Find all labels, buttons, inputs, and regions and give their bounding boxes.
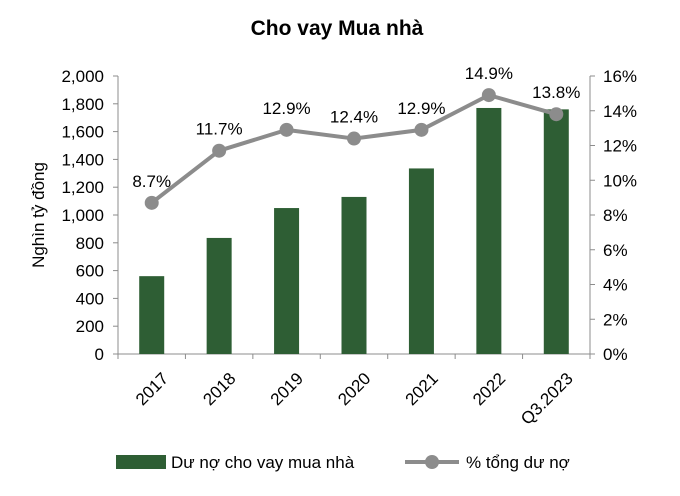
- left-tick-label: 2,000: [61, 67, 104, 86]
- left-tick-label: 1,600: [61, 123, 104, 142]
- x-tick-label: 2019: [267, 369, 307, 409]
- bar: [341, 196, 367, 354]
- bar: [543, 109, 569, 354]
- data-label: 11.7%: [196, 120, 243, 139]
- line-point: [279, 122, 294, 137]
- data-label: 12.9%: [262, 99, 310, 118]
- left-tick-label: 600: [76, 262, 104, 281]
- right-tick-label: 16%: [603, 67, 637, 86]
- left-tick-label: 1,800: [61, 95, 104, 114]
- x-tick-label: 2018: [199, 369, 239, 409]
- x-tick-label: 2022: [469, 369, 509, 409]
- bar: [206, 237, 232, 354]
- line-point: [414, 122, 429, 137]
- legend-label-bar: Dư nợ cho vay mua nhà: [171, 453, 355, 472]
- right-tick-label: 0%: [603, 345, 628, 364]
- line-point: [481, 88, 496, 103]
- line-point: [144, 195, 159, 210]
- chart-title: Cho vay Mua nhà: [251, 17, 424, 40]
- data-label: 13.8%: [532, 83, 580, 102]
- left-tick-label: 400: [76, 289, 104, 308]
- y-axis-label-group: Nghìn tỷ đồng: [29, 162, 48, 268]
- x-tick-label: 2020: [334, 369, 374, 409]
- left-tick-label: 800: [76, 234, 104, 253]
- x-tick-label: Q3.2023: [517, 369, 577, 429]
- line-layer: 8.7% 11.7% 12.9% 12.4% 12.9% 14.9% 13.8%: [132, 64, 580, 210]
- line-point: [347, 131, 361, 146]
- left-tick-label: 200: [76, 317, 104, 336]
- data-label: 12.4%: [330, 108, 378, 127]
- x-tick-label: 2017: [132, 369, 172, 409]
- line-point: [212, 143, 227, 158]
- right-tick-label: 2%: [603, 310, 628, 329]
- right-tick-label: 6%: [603, 241, 628, 260]
- left-tick-label: 1,200: [61, 178, 104, 197]
- legend-swatch-bar: [116, 455, 166, 469]
- left-tick-label: 1,400: [61, 150, 104, 169]
- right-tick-labels: 0% 2% 4% 6% 8% 10% 12% 14% 16%: [603, 67, 637, 364]
- bar: [274, 208, 300, 354]
- left-tick-labels: 0 200 400 600 800 1,000 1,200 1,400 1,600 1,800 2,…: [61, 67, 104, 364]
- right-tick-label: 14%: [603, 102, 637, 121]
- legend: Dư nợ cho vay mua nhà % tổng dư nợ: [116, 453, 570, 472]
- bar: [139, 276, 165, 354]
- bar: [476, 107, 502, 354]
- x-tick-label: 2021: [402, 369, 442, 409]
- y-axis-label: Nghìn tỷ đồng: [29, 162, 48, 268]
- bars-layer: [139, 107, 569, 354]
- data-label: 12.9%: [397, 99, 445, 118]
- x-tick-labels: 2017 2018 2019 2020 2021 2022 Q3.2023: [132, 369, 577, 429]
- right-tick-label: 4%: [603, 276, 628, 295]
- legend-label-line: % tổng dư nợ: [466, 453, 570, 472]
- right-tick-label: 8%: [603, 206, 628, 225]
- legend-swatch-marker: [425, 455, 439, 469]
- right-tick-label: 12%: [603, 137, 637, 156]
- left-tick-label: 1,000: [61, 206, 104, 225]
- left-tick-label: 0: [95, 345, 104, 364]
- data-label: 8.7%: [132, 172, 171, 191]
- bar: [408, 168, 434, 354]
- data-label: 14.9%: [465, 64, 513, 83]
- line-point: [549, 107, 564, 122]
- right-tick-label: 10%: [603, 171, 637, 190]
